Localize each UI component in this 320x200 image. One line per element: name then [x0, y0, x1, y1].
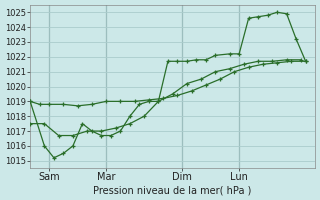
X-axis label: Pression niveau de la mer( hPa ): Pression niveau de la mer( hPa ): [93, 185, 252, 195]
